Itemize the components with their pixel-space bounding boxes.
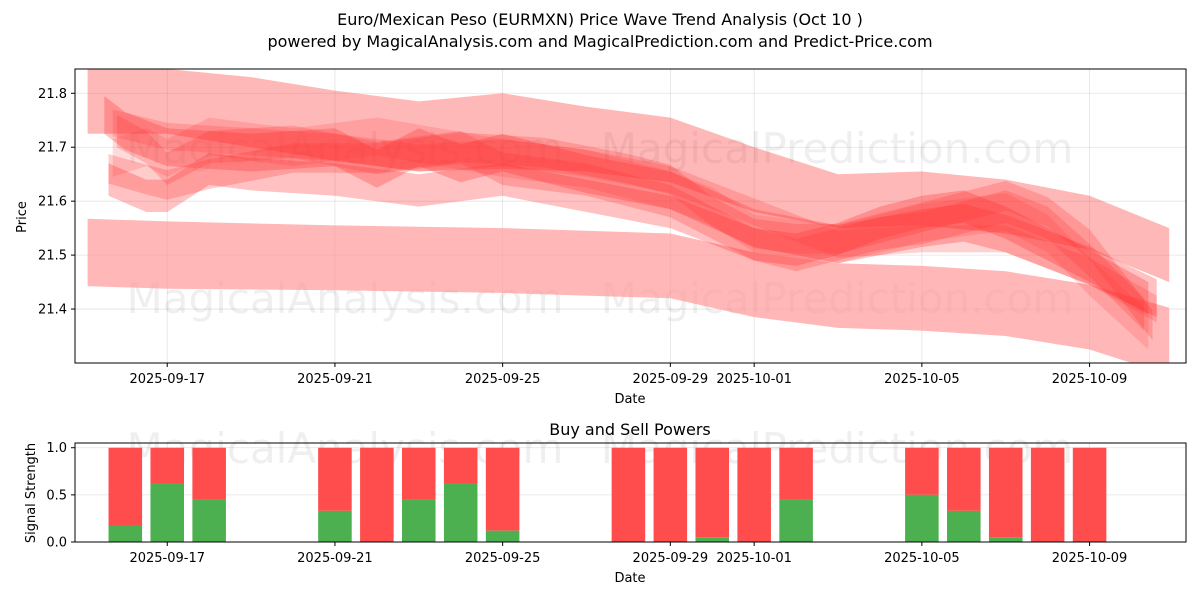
main-title-line2: powered by MagicalAnalysis.com and Magic… [267, 32, 932, 51]
band-band-4 [108, 152, 1149, 315]
top-plot-frame [74, 68, 1187, 364]
buy-bar-7 [485, 530, 520, 542]
bottom-xtick-label-4: 2025-10-01 [716, 551, 792, 566]
sell-bar-8 [611, 447, 646, 542]
sell-bar-0 [108, 447, 143, 526]
bottom-ytick-label-1: 0.5 [46, 488, 67, 503]
bottom-ytick-label-0: 0.0 [46, 536, 67, 551]
sell-bar-9 [653, 447, 688, 542]
top-ytick-label-2: 21.6 [38, 195, 67, 210]
sell-bar-4 [360, 447, 394, 542]
band-band-7 [112, 109, 1157, 323]
bottom-title: Buy and Sell Powers [549, 420, 711, 439]
buy-bar-10 [695, 537, 730, 542]
price-wave-bands [87, 69, 1170, 363]
top-ytick-label-1: 21.5 [38, 249, 67, 264]
bottom-x-axis-label: Date [614, 571, 645, 586]
bottom-xtick-label-0: 2025-09-17 [129, 551, 205, 566]
top-y-ticks: 21.4 21.5 21.6 21.7 21.8 [38, 87, 75, 318]
bottom-xtick-label-5: 2025-10-05 [884, 551, 960, 566]
top-ytick-label-3: 21.7 [38, 141, 67, 156]
top-xtick-label-4: 2025-10-01 [716, 372, 792, 387]
top-y-axis-label: Price [15, 201, 30, 233]
bottom-xtick-label-6: 2025-10-09 [1052, 551, 1128, 566]
band-wide-band [87, 218, 1170, 363]
top-xtick-label-3: 2025-09-29 [633, 372, 709, 387]
sell-bar-11 [737, 447, 771, 542]
band-band-3 [104, 96, 1157, 318]
sell-bar-15 [988, 447, 1023, 538]
top-x-ticks: 2025-09-17 2025-09-21 2025-09-25 2025-09-29… [129, 363, 1127, 387]
sell-bar-14 [947, 447, 981, 511]
buy-bar-13 [905, 494, 939, 542]
sell-bar-12 [779, 447, 813, 500]
buy-bar-15 [988, 537, 1023, 542]
buy-bar-6 [443, 483, 478, 542]
bottom-xtick-label-2: 2025-09-25 [465, 551, 541, 566]
top-xtick-label-2: 2025-09-25 [465, 372, 541, 387]
signal-bars [108, 447, 1107, 542]
sell-bar-10 [695, 447, 730, 538]
sell-bar-2 [192, 447, 226, 500]
sell-bar-3 [318, 447, 352, 511]
top-xtick-label-5: 2025-10-05 [884, 372, 960, 387]
sell-bar-16 [1030, 447, 1065, 542]
band-band-8 [112, 117, 1149, 350]
buy-bar-2 [192, 499, 226, 542]
bottom-y-axis-label: Signal Strength [24, 443, 39, 543]
buy-bar-14 [947, 510, 981, 542]
band-band-5 [116, 114, 1145, 331]
bottom-ytick-label-2: 1.0 [46, 441, 67, 456]
top-ytick-label-0: 21.4 [38, 303, 67, 318]
main-title-line1: Euro/Mexican Peso (EURMXN) Price Wave Tr… [337, 10, 863, 29]
top-ytick-label-4: 21.8 [38, 87, 67, 102]
buy-bar-5 [402, 499, 436, 542]
bottom-y-ticks: 0.0 0.5 1.0 [46, 441, 75, 551]
sell-bar-1 [150, 447, 185, 484]
buy-bar-3 [318, 510, 352, 542]
band-upper-band [87, 69, 1170, 283]
top-xtick-label-0: 2025-09-17 [129, 372, 205, 387]
bottom-x-ticks: 2025-09-17 2025-09-21 2025-09-25 2025-09-29… [129, 542, 1127, 566]
buy-bar-0 [108, 525, 143, 542]
bottom-plot-frame [74, 442, 1187, 543]
watermark-prediction-top-1: MagicalPrediction.com [601, 124, 1074, 173]
bottom-xtick-label-1: 2025-09-21 [297, 551, 373, 566]
top-xtick-label-6: 2025-10-09 [1052, 372, 1128, 387]
sell-bar-17 [1072, 447, 1107, 542]
band-band-6 [108, 132, 1153, 341]
top-x-axis-label: Date [614, 392, 645, 407]
watermark-analysis-top-1: MagicalAnalysis.com [127, 124, 564, 173]
top-xtick-label-1: 2025-09-21 [297, 372, 373, 387]
sell-bar-13 [905, 447, 939, 495]
sell-bar-6 [443, 447, 478, 484]
buy-bar-12 [779, 499, 813, 542]
bottom-xtick-label-3: 2025-09-29 [633, 551, 709, 566]
sell-bar-5 [402, 447, 436, 500]
sell-bar-7 [485, 447, 520, 531]
buy-bar-1 [150, 483, 185, 542]
